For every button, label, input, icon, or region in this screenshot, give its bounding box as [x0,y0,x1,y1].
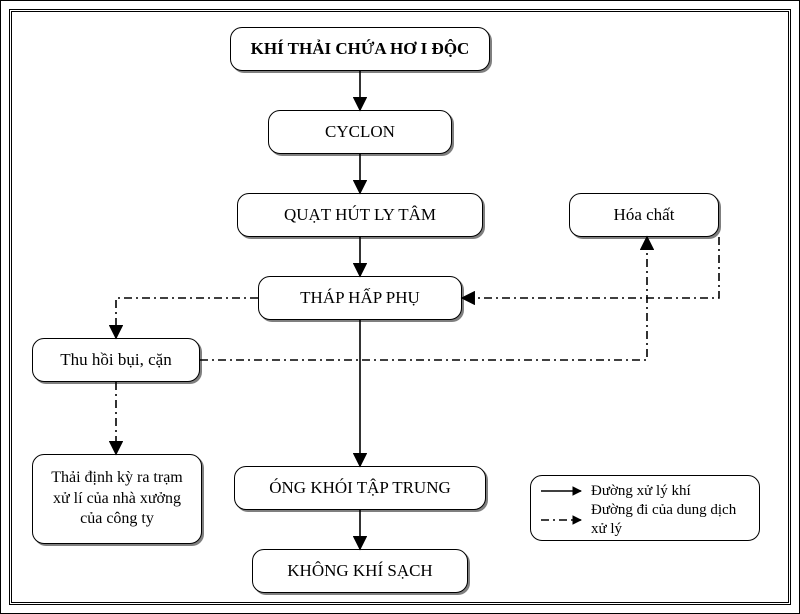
node-thap-hap-phu: THÁP HẤP PHỤ [258,276,462,320]
arrow-dashed-icon [539,513,585,527]
inner-frame: KHÍ THẢI CHỨA HƠ I ĐỘC CYCLON QUẠT HÚT L… [9,9,791,605]
legend-row-solid: Đường xử lý khí [539,482,751,501]
node-quat-hut: QUẠT HÚT LY TÂM [237,193,483,237]
legend-label-dashed: Đường đi của dung dịch xử lý [591,501,751,539]
node-cyclon: CYCLON [268,110,452,154]
legend-label-solid: Đường xử lý khí [591,482,691,501]
outer-frame: KHÍ THẢI CHỨA HƠ I ĐỘC CYCLON QUẠT HÚT L… [0,0,800,614]
legend-row-dashed: Đường đi của dung dịch xử lý [539,501,751,539]
arrow-solid-icon [539,484,585,498]
node-khi-thai: KHÍ THẢI CHỨA HƠ I ĐỘC [230,27,490,71]
legend-box: Đường xử lý khí Đường đi của dung dịch x… [530,475,760,541]
node-hoa-chat: Hóa chất [569,193,719,237]
node-thai-dinh-ky: Thải định kỳ ra trạm xử lí của nhà xưởng… [32,454,202,544]
node-thu-hoi: Thu hồi bụi, cặn [32,338,200,382]
node-khong-khi-sach: KHÔNG KHÍ SẠCH [252,549,468,593]
node-ong-khoi: ÓNG KHÓI TẬP TRUNG [234,466,486,510]
